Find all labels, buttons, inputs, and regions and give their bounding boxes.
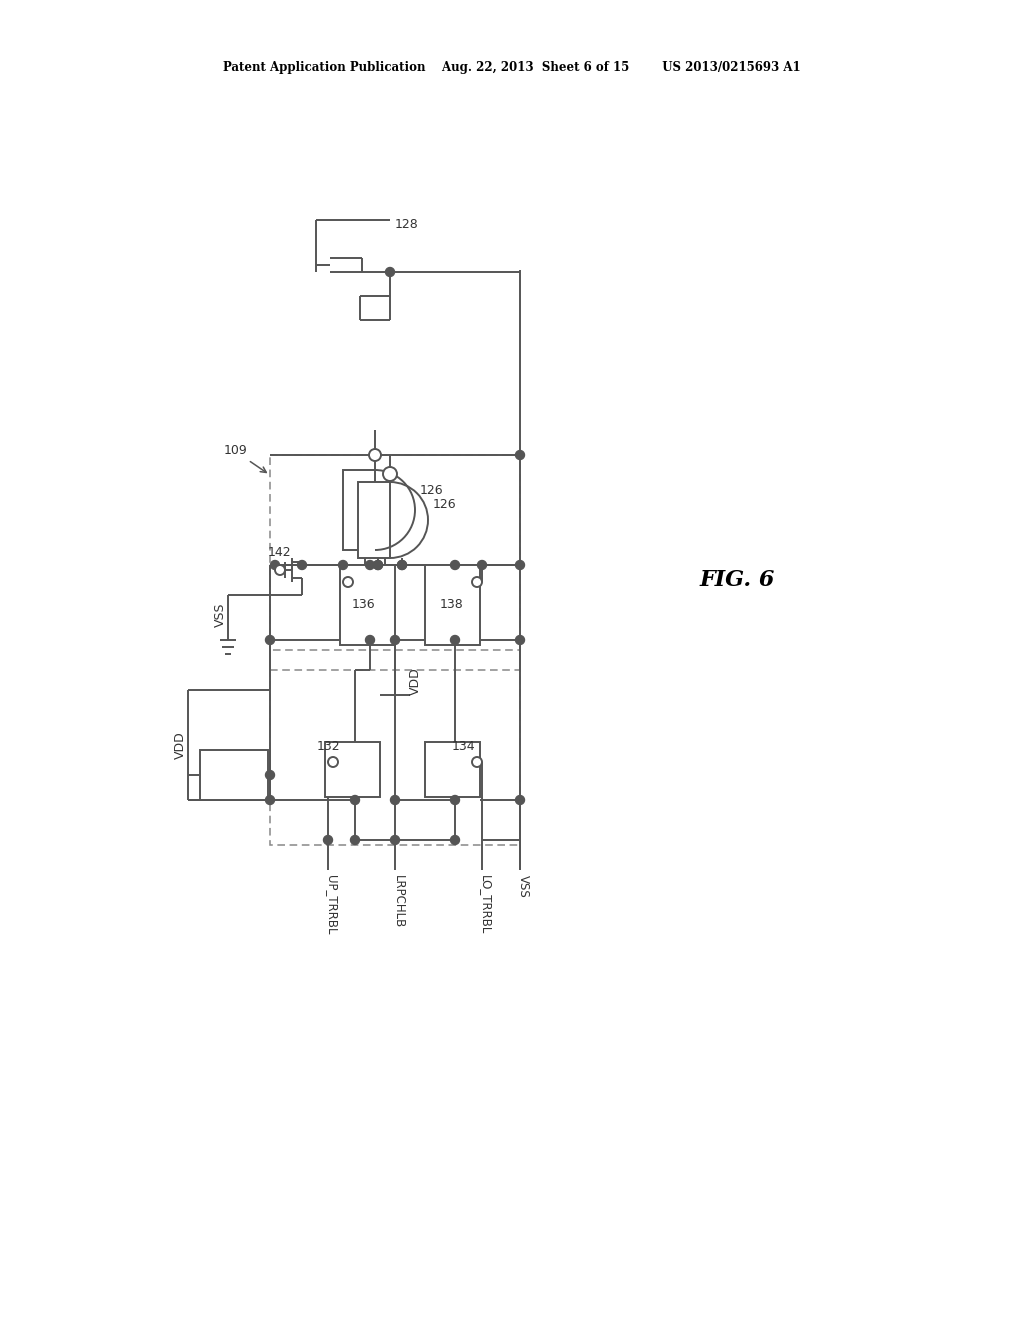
Bar xyxy=(340,565,395,645)
Circle shape xyxy=(350,836,359,845)
Text: VSS: VSS xyxy=(213,603,226,627)
Bar xyxy=(358,482,390,558)
Circle shape xyxy=(515,561,524,569)
Bar xyxy=(343,470,375,550)
Circle shape xyxy=(515,450,524,459)
Circle shape xyxy=(472,756,482,767)
Text: 128: 128 xyxy=(395,219,419,231)
Text: 126: 126 xyxy=(420,483,443,496)
Text: VDD: VDD xyxy=(409,667,422,696)
Circle shape xyxy=(390,635,399,644)
Circle shape xyxy=(366,635,375,644)
Text: LO_TRRBL: LO_TRRBL xyxy=(478,875,492,935)
Circle shape xyxy=(369,449,381,461)
Circle shape xyxy=(390,836,399,845)
Circle shape xyxy=(451,796,460,804)
Circle shape xyxy=(451,561,460,569)
Circle shape xyxy=(339,561,347,569)
Circle shape xyxy=(515,796,524,804)
Circle shape xyxy=(385,268,394,276)
Text: 134: 134 xyxy=(452,741,475,754)
Text: 138: 138 xyxy=(440,598,464,611)
Circle shape xyxy=(265,635,274,644)
Circle shape xyxy=(477,561,486,569)
Circle shape xyxy=(343,577,353,587)
Circle shape xyxy=(270,561,280,569)
Text: 136: 136 xyxy=(352,598,376,611)
Circle shape xyxy=(275,565,285,576)
Bar xyxy=(425,565,480,645)
Bar xyxy=(325,742,380,797)
Circle shape xyxy=(265,796,274,804)
Text: 126: 126 xyxy=(433,499,457,511)
Circle shape xyxy=(472,577,482,587)
Circle shape xyxy=(397,561,407,569)
Circle shape xyxy=(390,796,399,804)
Circle shape xyxy=(328,756,338,767)
Circle shape xyxy=(451,836,460,845)
Circle shape xyxy=(350,796,359,804)
Text: UP_TRRBL: UP_TRRBL xyxy=(325,875,338,935)
Circle shape xyxy=(374,561,383,569)
Text: 132: 132 xyxy=(317,741,341,754)
Circle shape xyxy=(383,467,397,480)
Circle shape xyxy=(265,771,274,780)
Circle shape xyxy=(324,836,333,845)
Text: VSS: VSS xyxy=(516,875,529,898)
Text: 142: 142 xyxy=(268,546,292,560)
Text: VDD: VDD xyxy=(173,731,186,759)
Text: 109: 109 xyxy=(224,444,248,457)
Circle shape xyxy=(374,561,383,569)
Circle shape xyxy=(298,561,306,569)
Text: FIG. 6: FIG. 6 xyxy=(700,569,775,591)
Bar xyxy=(270,455,520,649)
Bar xyxy=(425,742,480,797)
Circle shape xyxy=(451,635,460,644)
Text: Patent Application Publication    Aug. 22, 2013  Sheet 6 of 15        US 2013/02: Patent Application Publication Aug. 22, … xyxy=(223,62,801,74)
Circle shape xyxy=(397,561,407,569)
Circle shape xyxy=(515,635,524,644)
Circle shape xyxy=(366,561,375,569)
Bar xyxy=(200,750,268,800)
Bar xyxy=(270,671,520,845)
Text: LRPCHLB: LRPCHLB xyxy=(391,875,404,928)
